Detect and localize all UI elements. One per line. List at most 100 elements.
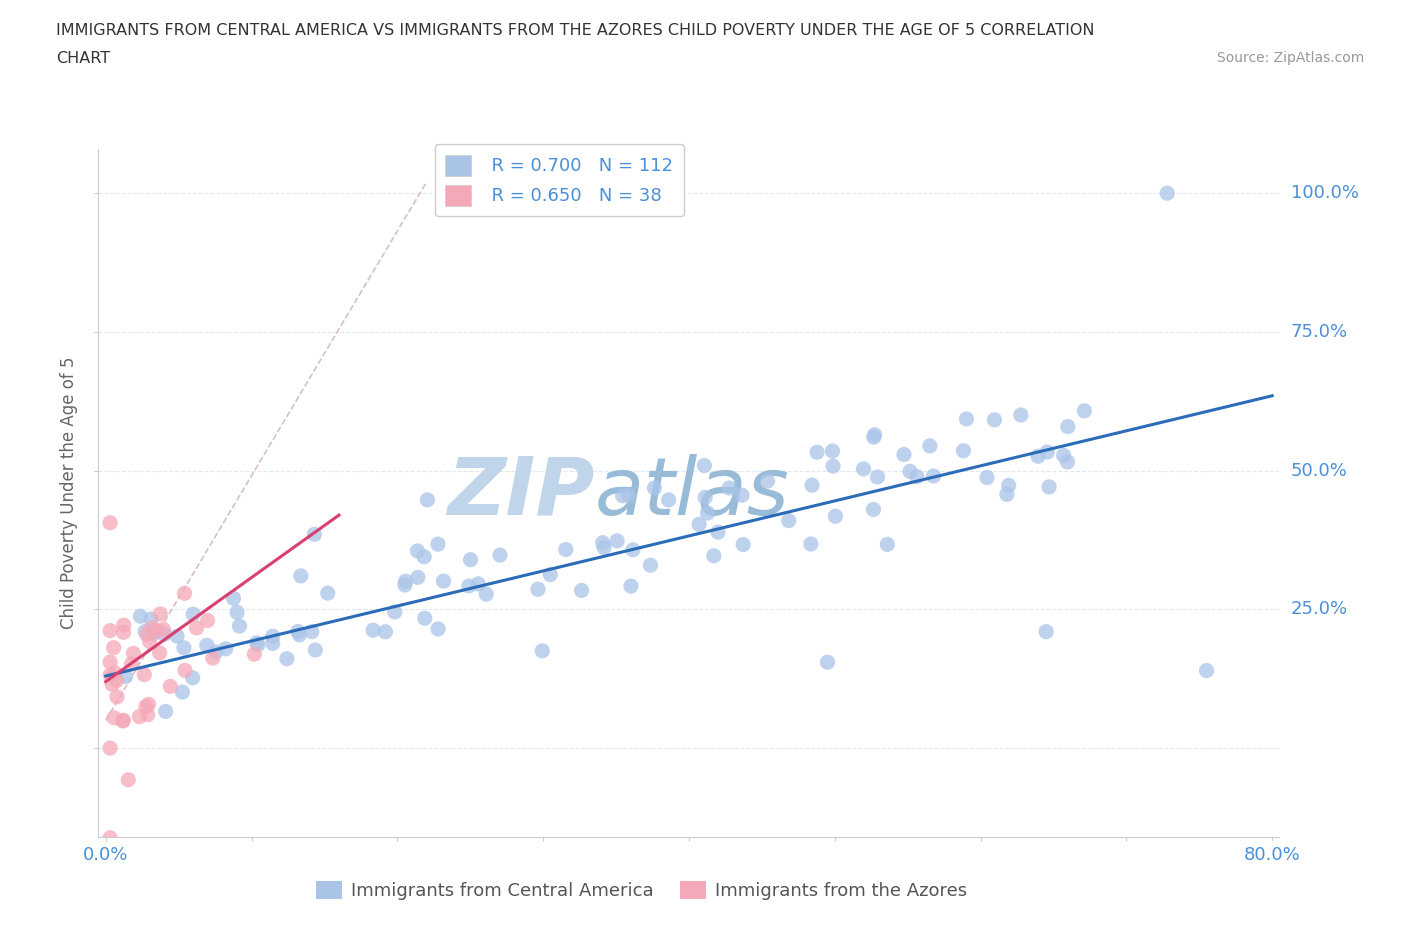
Point <box>262 629 284 644</box>
Point <box>105 673 128 688</box>
Point <box>153 627 176 642</box>
Point <box>918 438 941 453</box>
Point <box>571 583 593 598</box>
Point <box>460 552 482 567</box>
Point <box>427 621 450 636</box>
Point <box>290 568 312 583</box>
Point <box>1382 186 1405 201</box>
Point <box>204 644 226 659</box>
Point <box>413 550 436 565</box>
Point <box>995 487 1018 502</box>
Point <box>304 527 326 542</box>
Text: 75.0%: 75.0% <box>1291 323 1348 341</box>
Point <box>733 538 755 552</box>
Point <box>475 587 498 602</box>
Point <box>976 470 998 485</box>
Point <box>426 537 449 551</box>
Point <box>801 478 824 493</box>
Point <box>166 629 188 644</box>
Point <box>538 567 561 582</box>
Point <box>98 515 121 530</box>
Point <box>98 830 121 845</box>
Point <box>658 493 681 508</box>
Point <box>696 506 718 521</box>
Point <box>862 502 884 517</box>
Point <box>862 430 884 445</box>
Point <box>876 537 898 551</box>
Point <box>222 591 245 605</box>
Text: 50.0%: 50.0% <box>1291 461 1347 480</box>
Point <box>1056 455 1078 470</box>
Point <box>527 582 550 597</box>
Point <box>1195 663 1218 678</box>
Point <box>98 668 121 683</box>
Point <box>138 633 160 648</box>
Point <box>531 644 554 658</box>
Point <box>695 490 717 505</box>
Point <box>276 651 298 666</box>
Point <box>620 578 643 593</box>
Point <box>731 487 754 502</box>
Point <box>1038 480 1060 495</box>
Point <box>952 444 974 458</box>
Point <box>983 412 1005 427</box>
Point <box>155 704 177 719</box>
Point <box>1026 449 1049 464</box>
Point <box>112 625 135 640</box>
Point <box>592 536 614 551</box>
Point <box>173 641 195 656</box>
Point <box>1010 407 1032 422</box>
Point <box>866 470 889 485</box>
Point <box>159 679 181 694</box>
Point <box>149 645 172 660</box>
Point <box>489 548 512 563</box>
Point <box>195 638 218 653</box>
Point <box>101 677 124 692</box>
Point <box>467 577 489 591</box>
Point <box>197 613 219 628</box>
Text: 100.0%: 100.0% <box>1291 184 1358 202</box>
Point <box>1056 419 1078 434</box>
Point <box>1073 404 1095 418</box>
Y-axis label: Child Poverty Under the Age of 5: Child Poverty Under the Age of 5 <box>60 356 79 630</box>
Point <box>304 643 326 658</box>
Point <box>172 684 194 699</box>
Point <box>395 574 418 589</box>
Point <box>112 713 135 728</box>
Point <box>406 570 429 585</box>
Point <box>226 604 249 619</box>
Point <box>134 667 156 682</box>
Point <box>262 636 284 651</box>
Text: Source: ZipAtlas.com: Source: ZipAtlas.com <box>1216 51 1364 65</box>
Point <box>621 542 644 557</box>
Point <box>1036 445 1059 459</box>
Point <box>117 772 139 787</box>
Text: CHART: CHART <box>56 51 110 66</box>
Point <box>228 618 250 633</box>
Point <box>149 606 172 621</box>
Point <box>243 646 266 661</box>
Point <box>181 606 204 621</box>
Point <box>688 517 710 532</box>
Point <box>186 620 208 635</box>
Point <box>114 669 136 684</box>
Point <box>416 492 439 507</box>
Point <box>245 635 267 650</box>
Point <box>703 549 725 564</box>
Point <box>374 624 396 639</box>
Point <box>893 447 915 462</box>
Point <box>181 671 204 685</box>
Point <box>288 628 311 643</box>
Point <box>98 623 121 638</box>
Point <box>301 624 323 639</box>
Point <box>136 707 159 722</box>
Point <box>139 612 162 627</box>
Point <box>806 445 828 459</box>
Point <box>693 458 716 473</box>
Point <box>554 542 576 557</box>
Point <box>316 586 339 601</box>
Point <box>201 651 224 666</box>
Point <box>457 578 479 593</box>
Point <box>141 620 163 635</box>
Point <box>111 713 134 728</box>
